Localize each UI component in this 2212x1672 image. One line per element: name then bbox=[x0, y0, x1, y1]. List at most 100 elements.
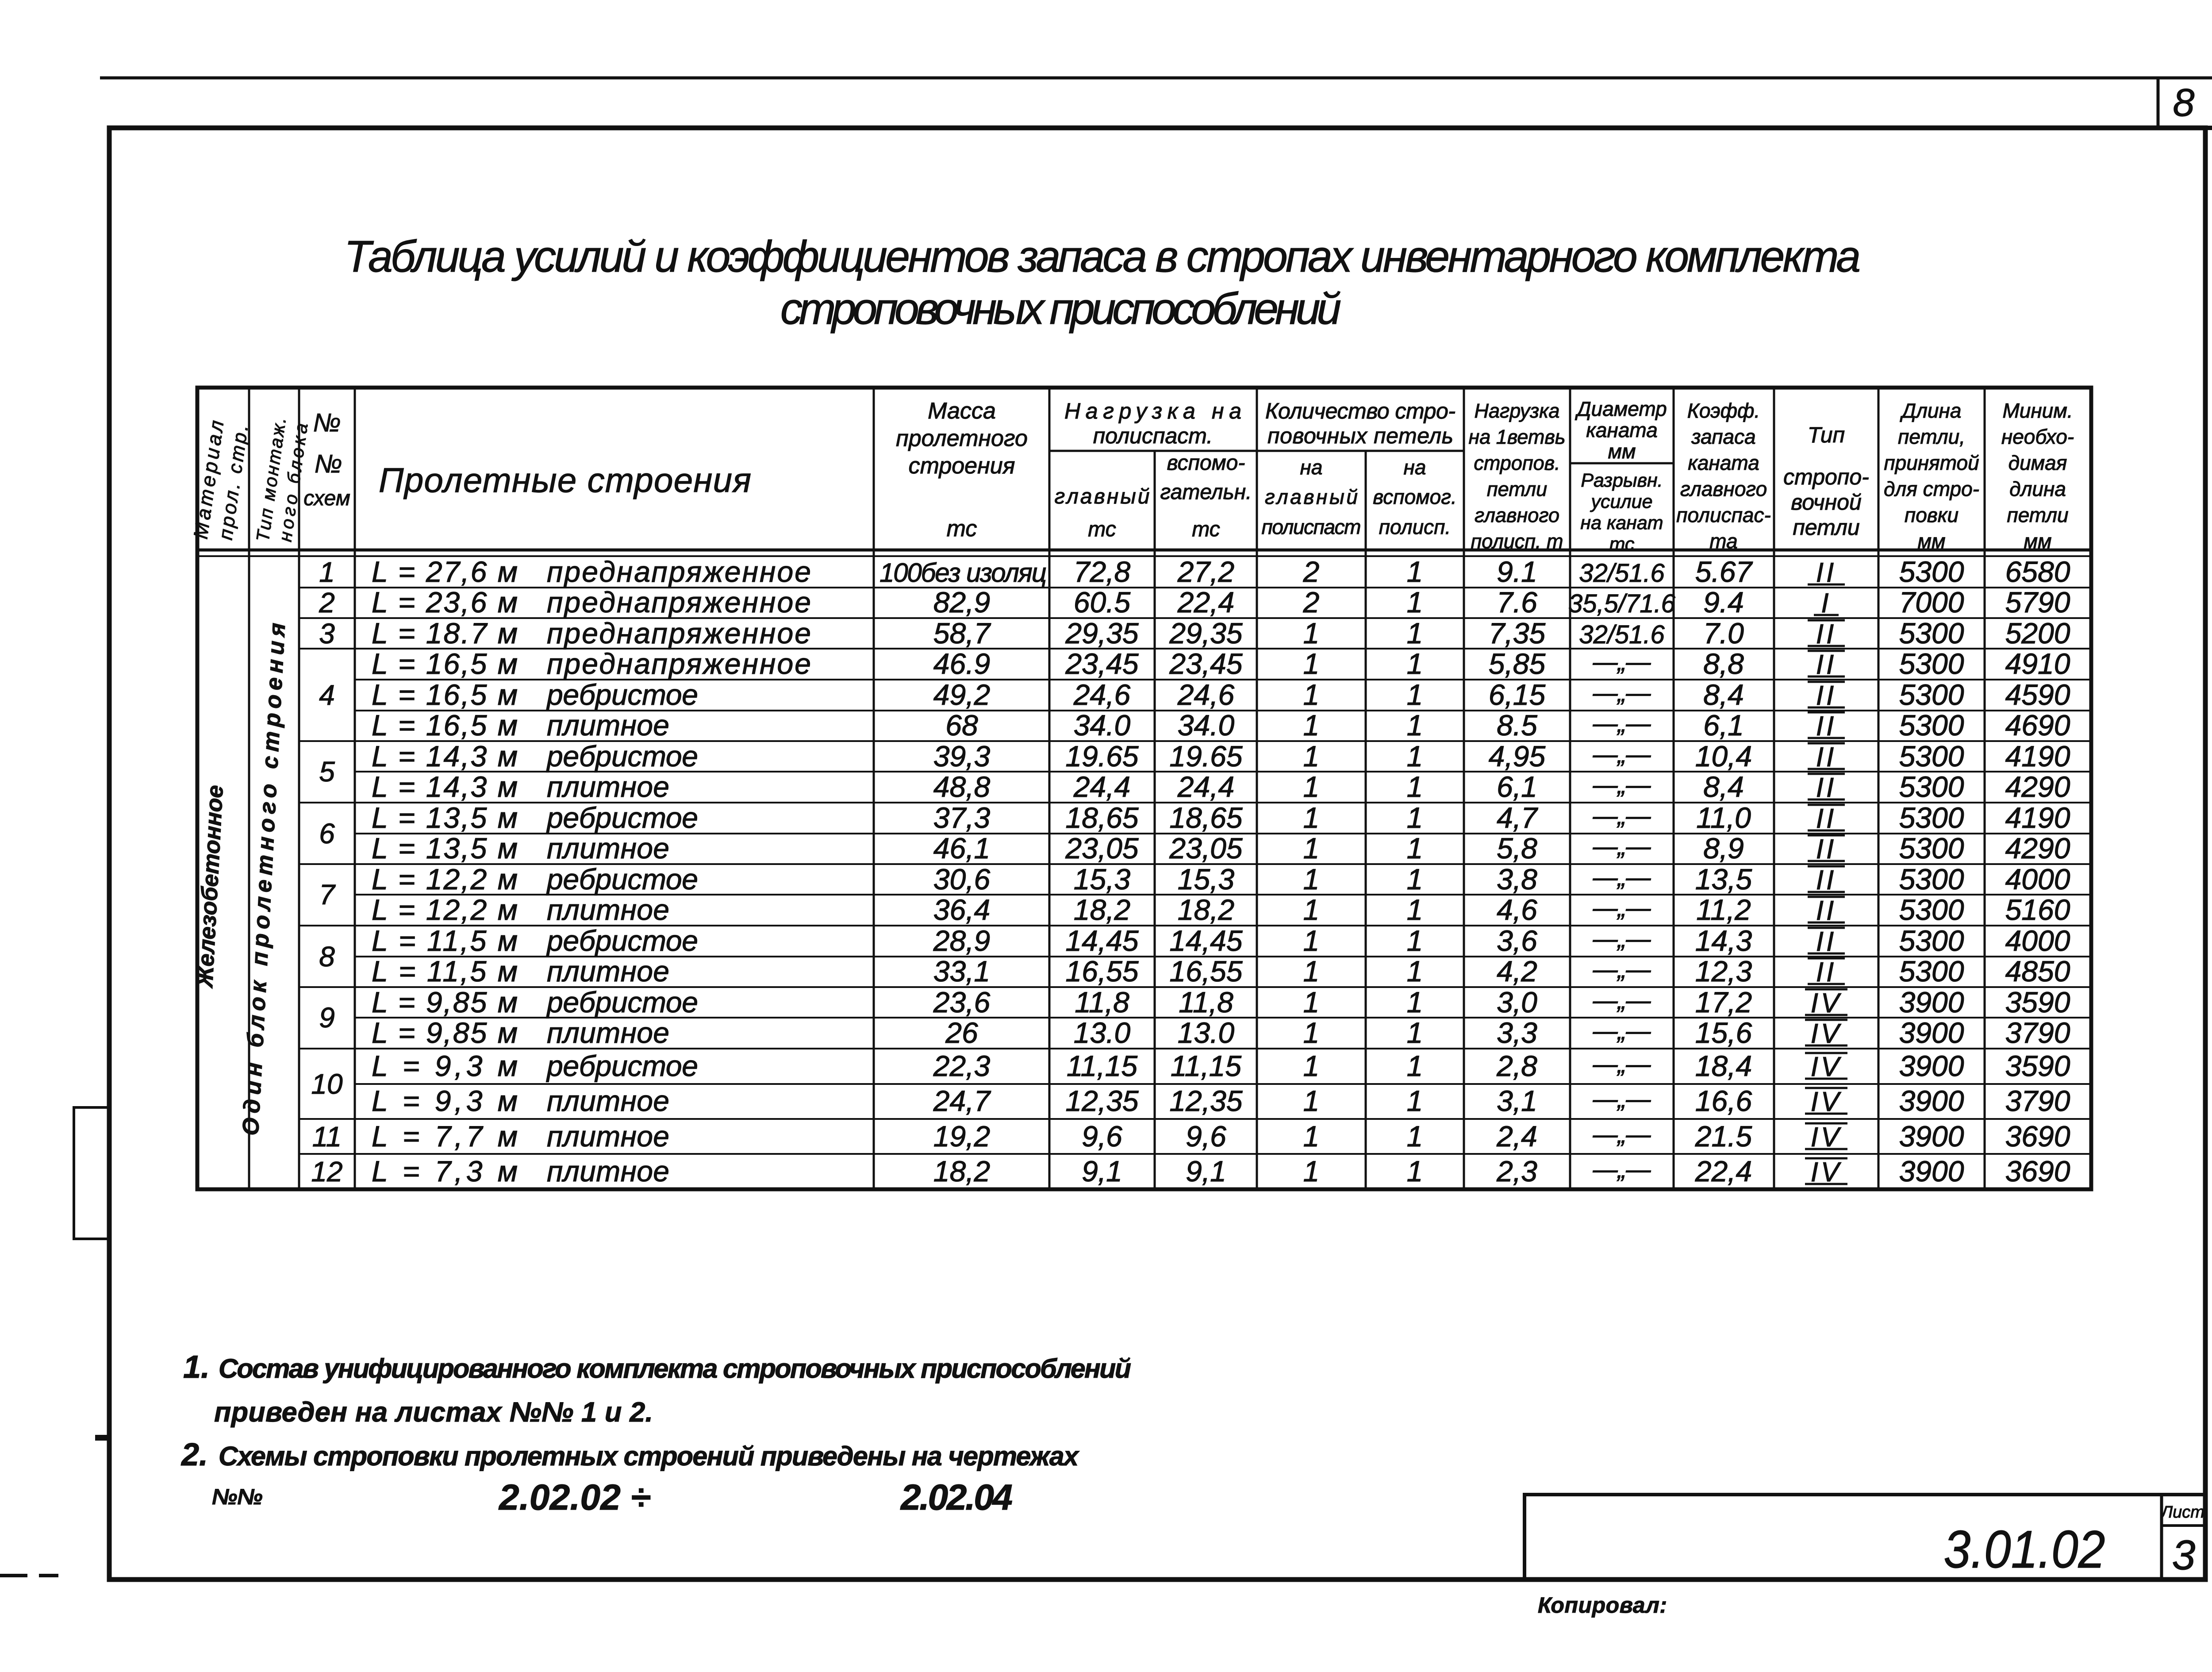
svg-text:1.: 1. bbox=[183, 1349, 210, 1385]
svg-text:L = 14,3 м: L = 14,3 м bbox=[372, 740, 518, 773]
svg-text:5,85: 5,85 bbox=[1489, 647, 1546, 680]
svg-text:5300: 5300 bbox=[1899, 709, 1964, 742]
svg-text:вспомо-: вспомо- bbox=[1167, 451, 1245, 475]
svg-text:IV: IV bbox=[1811, 1052, 1842, 1082]
svg-text:2,4: 2,4 bbox=[1496, 1120, 1537, 1153]
svg-text:4850: 4850 bbox=[2005, 955, 2070, 988]
svg-text:4,2: 4,2 bbox=[1497, 955, 1537, 988]
svg-text:3690: 3690 bbox=[2005, 1155, 2070, 1188]
svg-text:схем: схем bbox=[303, 487, 350, 510]
svg-text:14,45: 14,45 bbox=[1169, 924, 1242, 957]
svg-text:ребристое: ребристое bbox=[546, 1049, 698, 1082]
svg-text:12,35: 12,35 bbox=[1169, 1084, 1242, 1117]
svg-text:3.01.02: 3.01.02 bbox=[1944, 1520, 2105, 1579]
svg-text:82,9: 82,9 bbox=[933, 586, 990, 619]
svg-text:6,15: 6,15 bbox=[1489, 678, 1546, 711]
svg-text:11: 11 bbox=[312, 1121, 342, 1153]
svg-text:16,6: 16,6 bbox=[1695, 1084, 1752, 1117]
svg-text:3900: 3900 bbox=[1899, 1016, 1964, 1049]
svg-text:4590: 4590 bbox=[2005, 678, 2070, 711]
svg-text:11,8: 11,8 bbox=[1179, 986, 1233, 1019]
svg-text:главного: главного bbox=[1680, 477, 1767, 500]
svg-text:Разрывн.: Разрывн. bbox=[1581, 470, 1663, 491]
svg-text:повочных петель: повочных петель bbox=[1267, 423, 1453, 448]
svg-text:11,15: 11,15 bbox=[1067, 1049, 1138, 1082]
svg-text:петли,: петли, bbox=[1898, 425, 1965, 448]
svg-text:3,1: 3,1 bbox=[1497, 1084, 1537, 1117]
svg-text:35,5/71.6: 35,5/71.6 bbox=[1568, 589, 1676, 618]
svg-text:13,5: 13,5 bbox=[1695, 863, 1752, 896]
svg-text:IV: IV bbox=[1811, 988, 1842, 1019]
svg-text:полисп.: полисп. bbox=[1379, 515, 1451, 538]
svg-text:58,7: 58,7 bbox=[933, 617, 991, 650]
svg-text:Один блок пролетного строения: Один блок пролетного строения bbox=[238, 622, 291, 1136]
svg-text:IV: IV bbox=[1811, 1019, 1842, 1049]
svg-text:1: 1 bbox=[1303, 863, 1320, 896]
svg-text:каната: каната bbox=[1586, 419, 1658, 442]
svg-text:—„—: —„— bbox=[1593, 740, 1651, 768]
svg-text:полисп. т: полисп. т bbox=[1471, 530, 1563, 553]
svg-text:5790: 5790 bbox=[2005, 586, 2070, 619]
svg-text:Пролетные строения: Пролетные строения bbox=[379, 461, 751, 500]
svg-text:Нагрузка: Нагрузка bbox=[1475, 400, 1560, 422]
svg-text:1: 1 bbox=[1303, 740, 1320, 773]
svg-text:тс: тс bbox=[1609, 534, 1635, 555]
svg-text:49,2: 49,2 bbox=[933, 678, 990, 711]
svg-text:петли: петли bbox=[2007, 504, 2068, 527]
svg-text:—„—: —„— bbox=[1593, 955, 1651, 983]
svg-text:3590: 3590 bbox=[2005, 1049, 2070, 1082]
svg-text:17,2: 17,2 bbox=[1695, 986, 1752, 1019]
svg-text:плитное: плитное bbox=[547, 1155, 669, 1188]
svg-text:гательн.: гательн. bbox=[1160, 480, 1252, 504]
svg-text:1: 1 bbox=[1303, 709, 1320, 742]
svg-text:5300: 5300 bbox=[1899, 647, 1964, 680]
svg-text:Масса: Масса bbox=[928, 398, 996, 424]
svg-text:запаса: запаса bbox=[1691, 425, 1755, 448]
svg-text:5300: 5300 bbox=[1899, 863, 1964, 896]
svg-text:II: II bbox=[1816, 834, 1836, 865]
svg-text:1: 1 bbox=[1407, 863, 1423, 896]
svg-text:II: II bbox=[1816, 619, 1836, 650]
svg-text:приведен на листах №№ 1 и 2: приведен на листах №№ 1 и 2. bbox=[214, 1397, 653, 1428]
svg-text:на 1ветвь: на 1ветвь bbox=[1469, 426, 1566, 448]
svg-text:3900: 3900 bbox=[1899, 1120, 1964, 1153]
svg-text:27,2: 27,2 bbox=[1177, 555, 1234, 588]
svg-text:L = 16,5 м: L = 16,5 м bbox=[372, 647, 518, 680]
svg-text:24,6: 24,6 bbox=[1073, 678, 1131, 711]
svg-text:1: 1 bbox=[1303, 678, 1320, 711]
svg-text:на: на bbox=[1300, 456, 1323, 479]
svg-text:ребристое: ребристое bbox=[546, 740, 698, 773]
svg-text:преднапряженное: преднапряженное bbox=[547, 617, 811, 650]
svg-text:8,4: 8,4 bbox=[1703, 678, 1744, 711]
svg-text:46,1: 46,1 bbox=[933, 832, 990, 865]
svg-text:8,9: 8,9 bbox=[1703, 832, 1744, 865]
svg-text:1: 1 bbox=[319, 556, 335, 588]
svg-text:1: 1 bbox=[1303, 1120, 1320, 1153]
svg-text:3: 3 bbox=[319, 618, 335, 650]
svg-text:18,2: 18,2 bbox=[1074, 893, 1130, 926]
svg-text:5300: 5300 bbox=[1899, 678, 1964, 711]
svg-text:преднапряженное: преднапряженное bbox=[547, 647, 811, 680]
svg-text:1: 1 bbox=[1303, 1016, 1320, 1049]
svg-text:36,4: 36,4 bbox=[933, 893, 990, 926]
svg-text:7.0: 7.0 bbox=[1703, 617, 1744, 650]
svg-text:1: 1 bbox=[1407, 924, 1423, 957]
svg-text:19.65: 19.65 bbox=[1065, 740, 1138, 773]
svg-text:IV: IV bbox=[1811, 1087, 1842, 1117]
svg-text:4290: 4290 bbox=[2005, 770, 2070, 803]
svg-text:15,3: 15,3 bbox=[1178, 863, 1235, 896]
svg-text:5,8: 5,8 bbox=[1497, 832, 1537, 865]
svg-text:L = 13,5 м: L = 13,5 м bbox=[372, 801, 518, 834]
svg-text:—„—: —„— bbox=[1593, 925, 1651, 953]
svg-text:8,4: 8,4 bbox=[1703, 770, 1744, 803]
svg-text:ребристое: ребристое bbox=[546, 924, 698, 957]
svg-text:5160: 5160 bbox=[2005, 893, 2070, 926]
svg-text:7.6: 7.6 bbox=[1497, 586, 1537, 619]
svg-text:II: II bbox=[1816, 957, 1836, 988]
svg-text:преднапряженное: преднапряженное bbox=[547, 586, 811, 619]
svg-text:18,2: 18,2 bbox=[933, 1155, 990, 1188]
svg-text:строения: строения bbox=[909, 453, 1015, 479]
svg-text:9,1: 9,1 bbox=[1186, 1155, 1226, 1188]
svg-text:12: 12 bbox=[311, 1156, 342, 1188]
svg-text:2,8: 2,8 bbox=[1496, 1049, 1537, 1082]
